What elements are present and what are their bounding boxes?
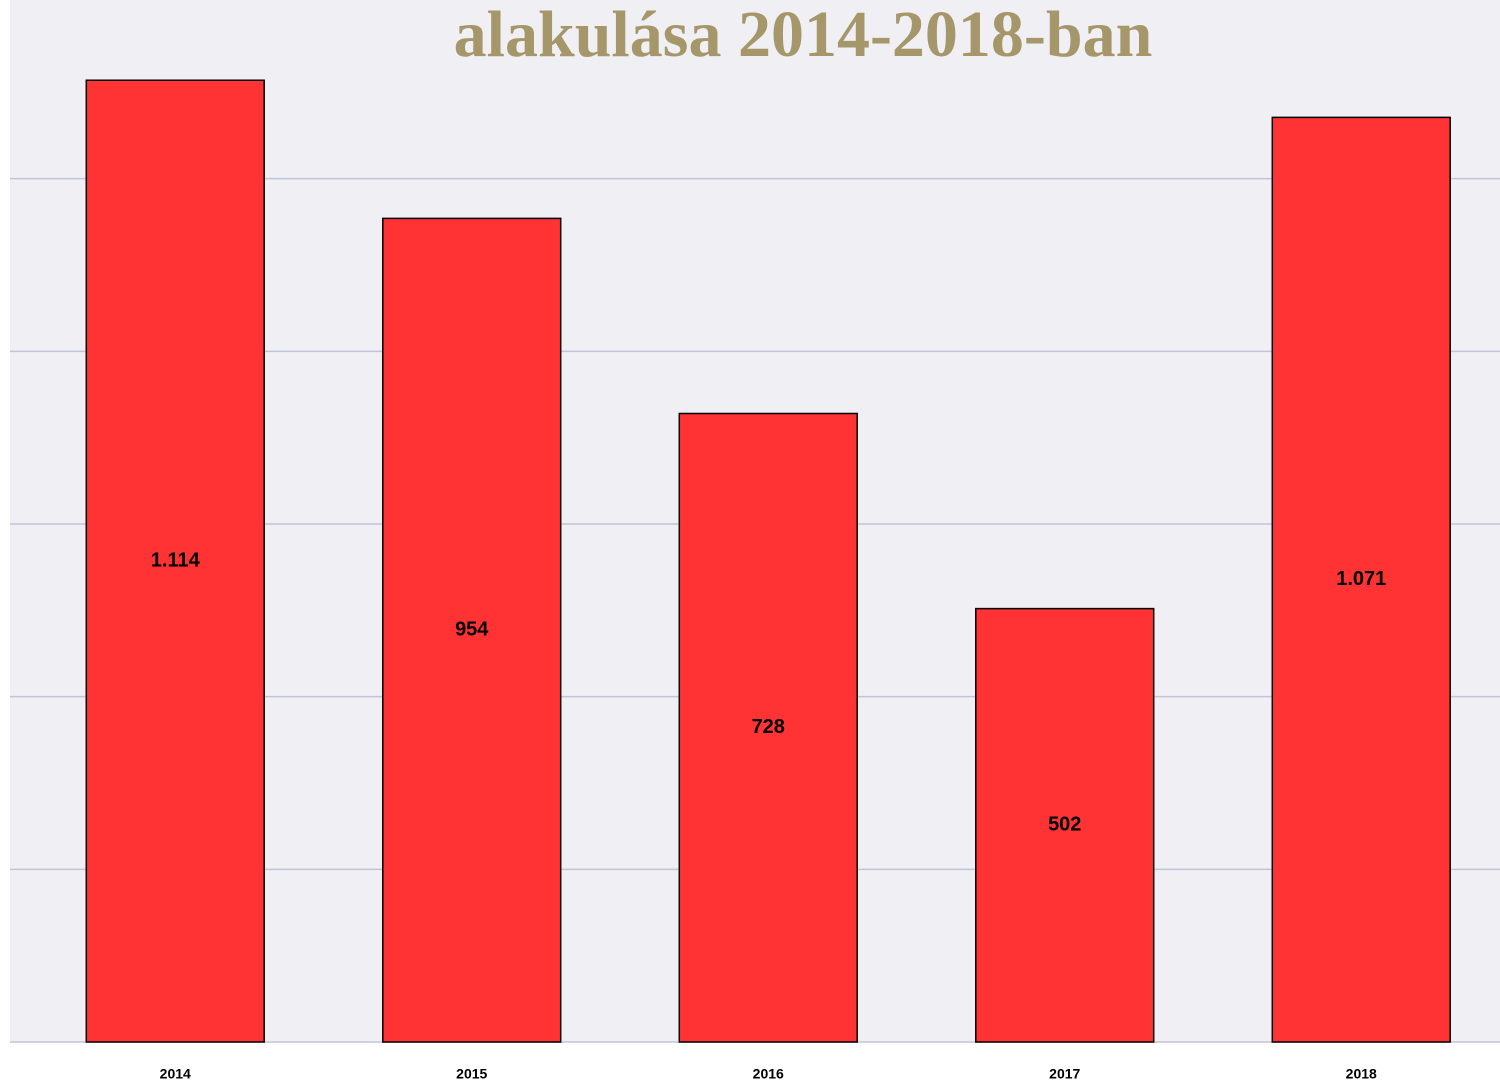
x-tick-label: 2014 <box>160 1066 191 1082</box>
bar <box>85 79 265 1043</box>
value-label: 728 <box>752 716 785 738</box>
value-label: 954 <box>455 618 489 640</box>
chart-title: alakulása 2014-2018-ban <box>454 0 1153 71</box>
value-label: 502 <box>1048 814 1081 836</box>
x-tick-label: 2017 <box>1049 1066 1080 1082</box>
bar <box>382 217 562 1043</box>
value-label: 1.114 <box>151 549 201 571</box>
x-tick-label: 2015 <box>456 1066 487 1082</box>
bar <box>975 607 1155 1043</box>
value-label: 1.071 <box>1336 568 1386 590</box>
bar <box>678 412 858 1043</box>
x-tick-label: 2016 <box>753 1066 784 1082</box>
x-tick-label: 2018 <box>1346 1066 1377 1082</box>
bar <box>1271 116 1451 1043</box>
